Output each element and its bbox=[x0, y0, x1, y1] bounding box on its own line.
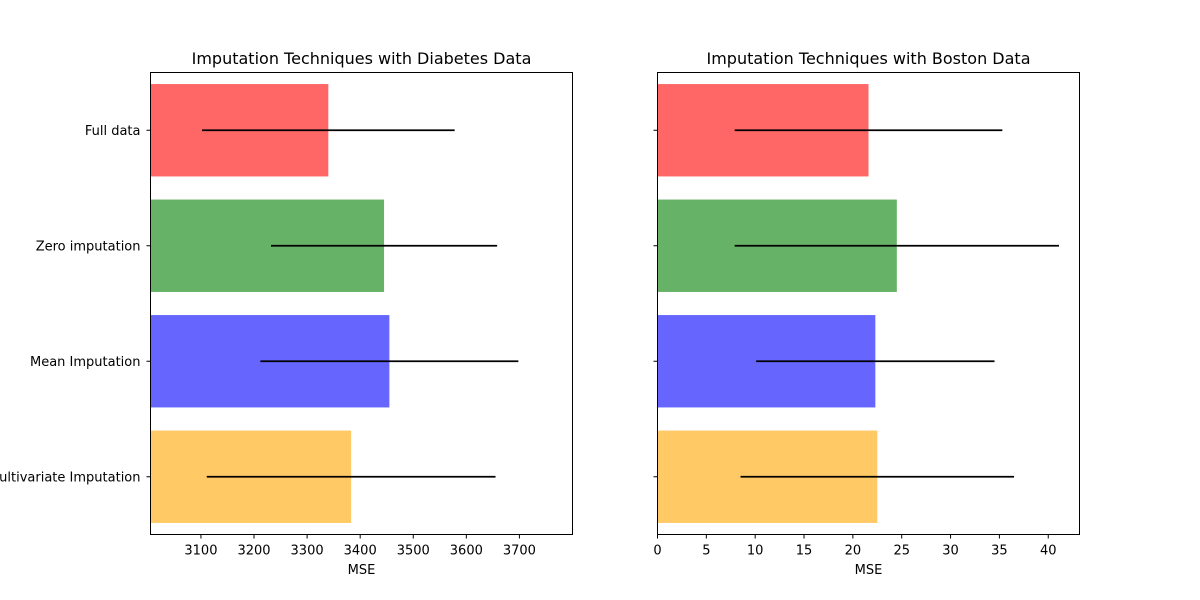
diabetes-x-tick-label-3200: 3200 bbox=[237, 544, 270, 559]
diabetes-y-tick-label-mean-imputation: Mean Imputation bbox=[30, 355, 141, 370]
boston-axes-frame bbox=[657, 72, 1080, 535]
diabetes-y-tick-label-zero-imputation: Zero imputation bbox=[36, 239, 141, 254]
diabetes-x-tick-label-3400: 3400 bbox=[344, 544, 377, 559]
diabetes-x-tick-label-3500: 3500 bbox=[397, 544, 430, 559]
boston-subplot: Imputation Techniques with Boston Data 0… bbox=[653, 49, 1080, 578]
boston-x-tick-label-15: 15 bbox=[796, 544, 813, 559]
diabetes-x-axis-ticks: 3100 3200 3300 3400 3500 3600 3700 bbox=[184, 534, 536, 559]
diabetes-subplot: Imputation Techniques with Diabetes Data… bbox=[0, 49, 573, 578]
boston-x-tick-label-0: 0 bbox=[653, 544, 661, 559]
diabetes-y-tick-label-multivariate-imputation: Multivariate Imputation bbox=[0, 470, 141, 485]
boston-x-tick-label-25: 25 bbox=[893, 544, 910, 559]
diabetes-axes-frame bbox=[150, 72, 573, 535]
diabetes-x-tick-label-3700: 3700 bbox=[503, 544, 536, 559]
diabetes-x-tick-label-3100: 3100 bbox=[184, 544, 217, 559]
boston-y-axis-ticks bbox=[653, 129, 658, 478]
boston-x-axis-label: MSE bbox=[855, 563, 883, 578]
boston-x-axis-ticks: 0 5 10 15 20 25 30 35 40 bbox=[653, 534, 1057, 559]
diabetes-chart-title: Imputation Techniques with Diabetes Data bbox=[192, 49, 532, 68]
boston-x-tick-label-30: 30 bbox=[942, 544, 959, 559]
diabetes-x-tick-label-3300: 3300 bbox=[291, 544, 324, 559]
diabetes-x-axis-label: MSE bbox=[348, 563, 376, 578]
boston-x-tick-label-40: 40 bbox=[1040, 544, 1057, 559]
boston-x-tick-label-5: 5 bbox=[702, 544, 710, 559]
diabetes-y-axis-ticks: Full data Zero imputation Mean Imputation M… bbox=[0, 124, 151, 485]
diabetes-y-tick-label-full-data: Full data bbox=[85, 124, 141, 139]
boston-chart-title: Imputation Techniques with Boston Data bbox=[706, 49, 1030, 68]
boston-error-bars bbox=[734, 129, 1059, 478]
boston-x-tick-label-10: 10 bbox=[747, 544, 764, 559]
diabetes-error-bars bbox=[201, 129, 519, 478]
boston-x-tick-label-35: 35 bbox=[991, 544, 1008, 559]
boston-x-tick-label-20: 20 bbox=[845, 544, 862, 559]
diabetes-x-tick-label-3600: 3600 bbox=[450, 544, 483, 559]
